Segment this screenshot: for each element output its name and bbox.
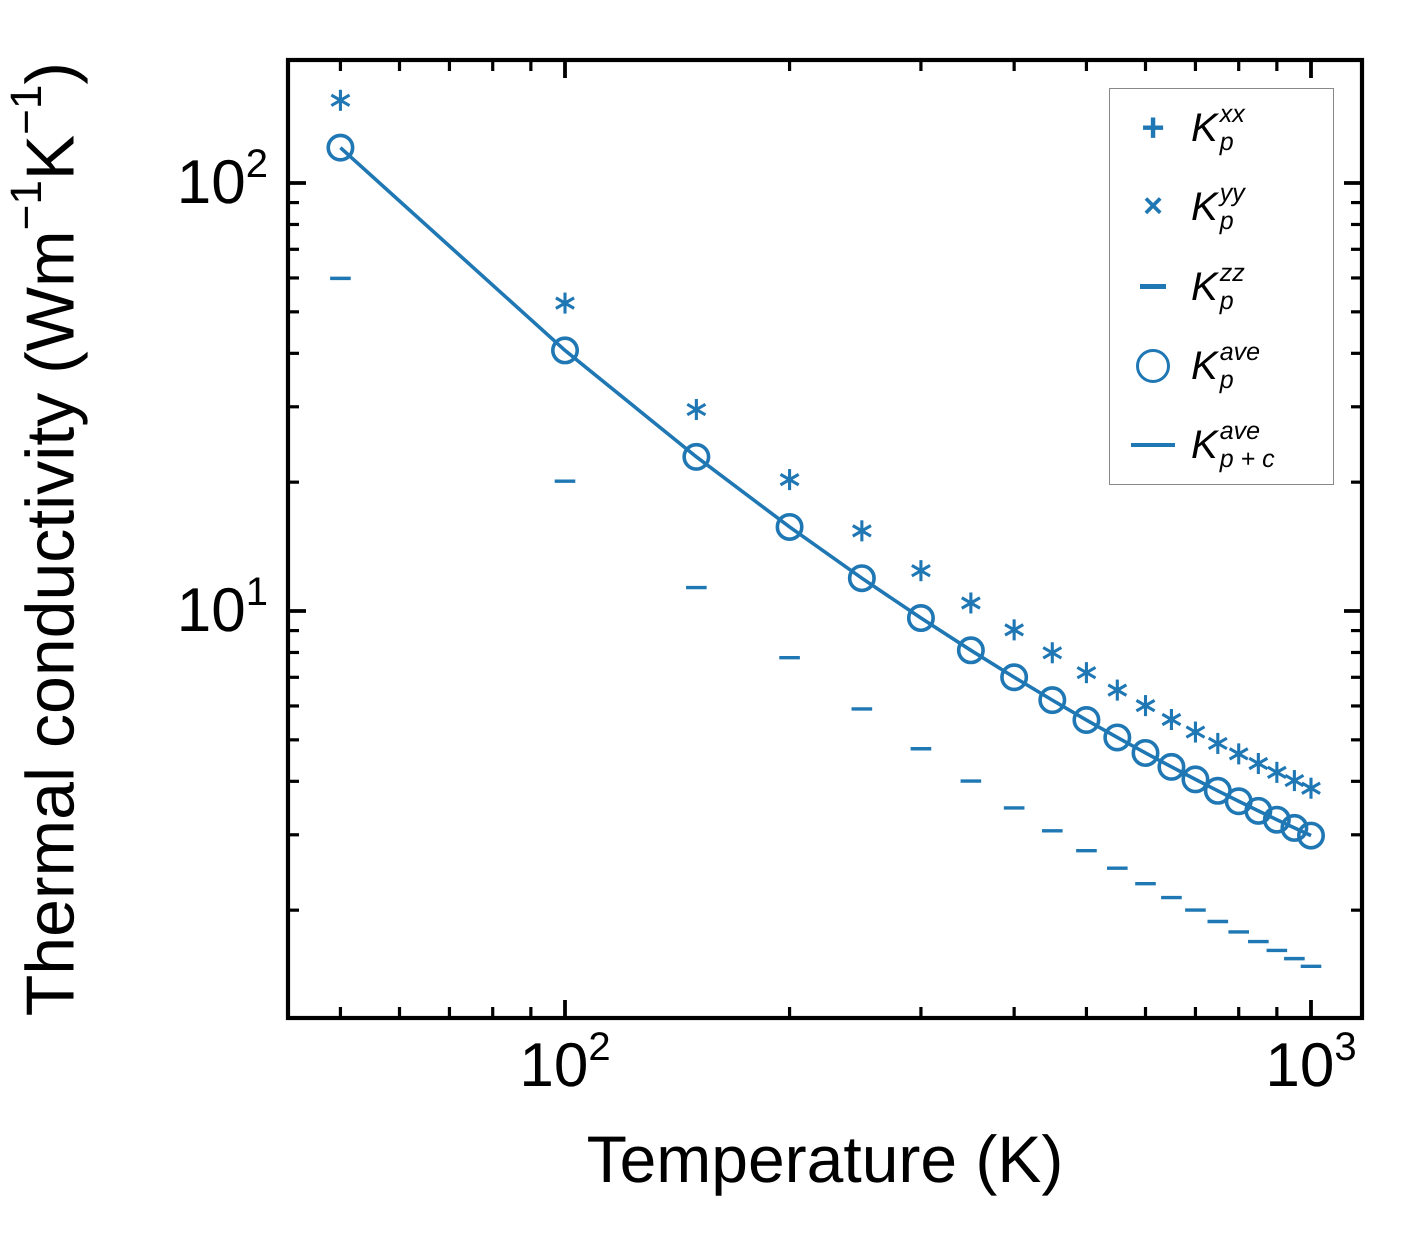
svg-text:102: 102 xyxy=(519,1025,610,1100)
svg-text:103: 103 xyxy=(1265,1025,1356,1100)
svg-text:102: 102 xyxy=(177,142,268,217)
svg-text:101: 101 xyxy=(177,570,268,645)
